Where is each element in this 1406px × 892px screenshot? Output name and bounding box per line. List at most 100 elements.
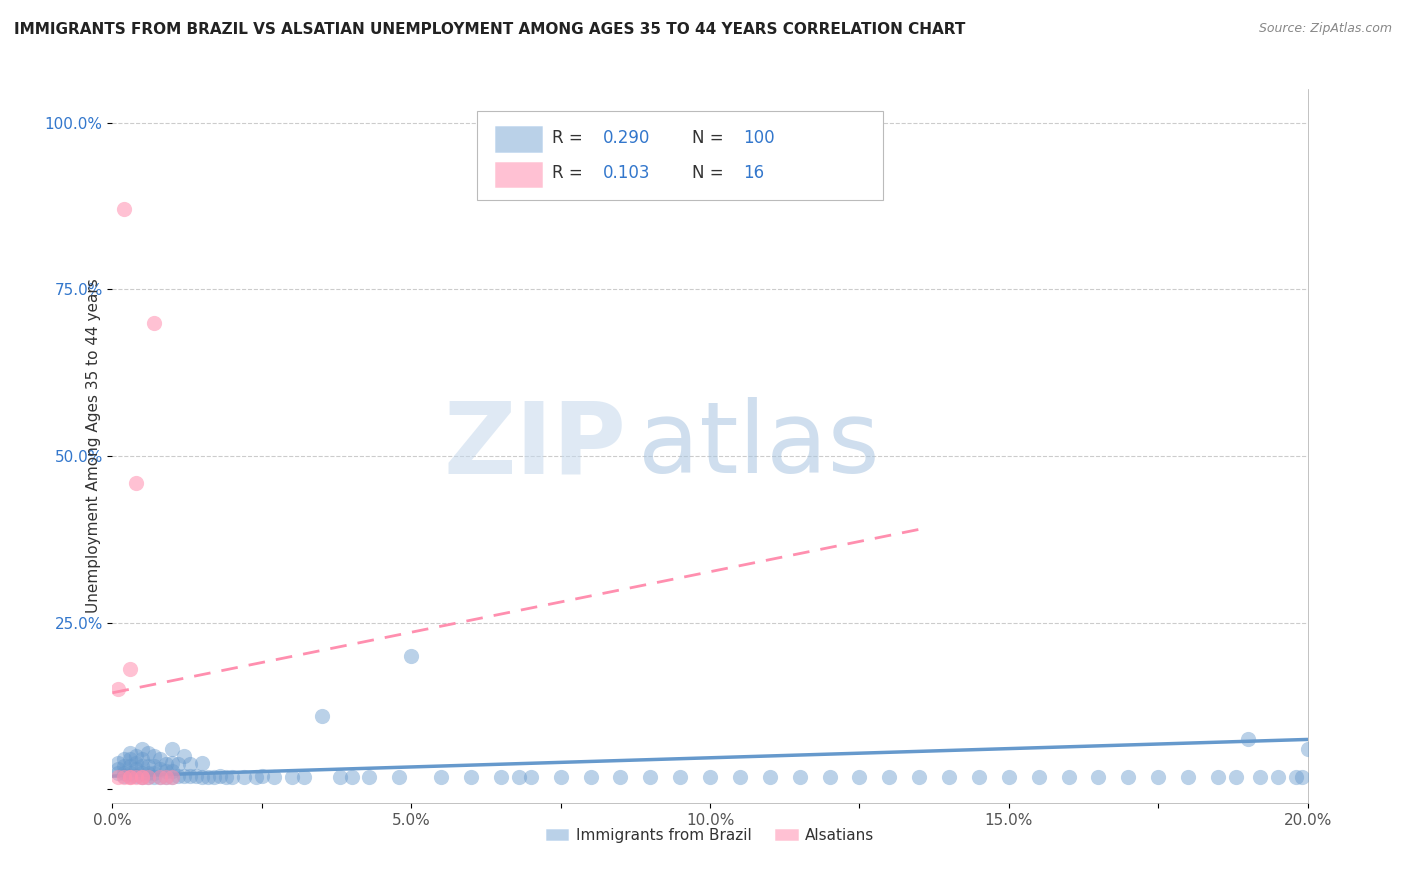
Point [197,771,219,785]
Point [131,771,153,785]
Point [107,682,129,697]
Point [292,771,315,785]
Point [789,771,811,785]
Point [879,771,901,785]
Point [728,771,751,785]
Point [1177,771,1199,785]
Point [430,771,453,785]
Text: 0.290: 0.290 [603,128,650,146]
Point [311,709,333,723]
Text: IMMIGRANTS FROM BRAZIL VS ALSATIAN UNEMPLOYMENT AMONG AGES 35 TO 44 YEARS CORREL: IMMIGRANTS FROM BRAZIL VS ALSATIAN UNEMP… [14,22,966,37]
Point [167,757,190,772]
Point [162,756,183,770]
Point [138,746,160,760]
Point [107,765,129,780]
Point [215,771,238,785]
Point [263,771,285,785]
Point [107,763,129,777]
Point [120,765,142,780]
Text: atlas: atlas [638,398,880,494]
Point [967,771,990,785]
Point [162,764,183,778]
Point [818,771,841,785]
Text: ZIP: ZIP [443,398,627,494]
Point [107,771,129,785]
Point [149,771,172,785]
Point [125,749,148,764]
Point [114,769,135,783]
Point [120,771,142,785]
Point [221,771,243,785]
Point [138,759,160,773]
Point [998,771,1021,785]
Point [162,771,183,785]
Point [149,771,172,785]
Point [143,765,166,780]
Y-axis label: Unemployment Among Ages 35 to 44 years: Unemployment Among Ages 35 to 44 years [86,278,101,614]
Point [202,771,225,785]
Point [149,752,172,766]
Point [179,757,201,772]
Point [908,771,931,785]
Text: Source: ZipAtlas.com: Source: ZipAtlas.com [1258,22,1392,36]
Text: N =: N = [692,164,728,182]
Point [1118,771,1140,785]
Text: R =: R = [553,164,588,182]
Point [388,771,411,785]
Point [143,759,166,773]
Point [359,771,381,785]
Point [125,475,148,490]
Point [938,771,960,785]
FancyBboxPatch shape [495,126,541,152]
Point [155,757,177,772]
Point [114,771,135,785]
Point [1296,742,1319,756]
Point [114,759,135,773]
Point [155,771,177,785]
Point [131,759,153,773]
Point [1237,732,1260,747]
Text: R =: R = [553,128,588,146]
Point [340,771,363,785]
Point [699,771,721,785]
Point [131,771,153,785]
Point [155,771,177,785]
Point [209,769,232,783]
Point [329,771,352,785]
Point [1147,771,1170,785]
Point [131,742,153,756]
Point [143,316,166,330]
Point [550,771,572,785]
Point [191,756,214,770]
Point [131,765,153,780]
Point [120,771,142,785]
Point [143,749,166,764]
Text: 0.103: 0.103 [603,164,650,182]
Text: 100: 100 [744,128,775,146]
Point [114,765,135,780]
Point [138,771,160,785]
Point [167,769,190,783]
Point [1057,771,1080,785]
Point [173,769,195,783]
Point [155,764,177,778]
FancyBboxPatch shape [477,111,883,200]
Point [609,771,631,785]
Point [520,771,543,785]
Point [120,759,142,773]
Point [281,771,304,785]
Text: N =: N = [692,128,728,146]
Point [125,763,148,777]
Point [162,771,183,785]
Point [1285,771,1308,785]
Point [669,771,692,785]
Point [120,769,142,783]
Point [191,771,214,785]
Point [1225,771,1247,785]
Point [460,771,482,785]
Point [1249,771,1271,785]
Point [125,771,148,785]
Point [125,756,148,770]
Point [1267,771,1289,785]
Point [131,771,153,785]
